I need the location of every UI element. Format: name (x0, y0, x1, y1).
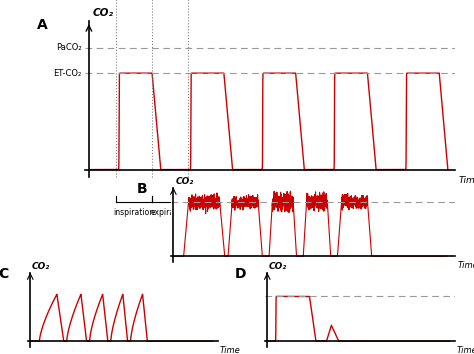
Text: Time: Time (459, 176, 474, 184)
Text: CO₂: CO₂ (269, 262, 287, 271)
Text: ET-CO₂: ET-CO₂ (54, 69, 82, 78)
Text: CO₂: CO₂ (32, 262, 50, 271)
Text: CO₂: CO₂ (92, 8, 113, 18)
Text: expiration: expiration (151, 208, 190, 217)
Text: C: C (0, 267, 9, 281)
Text: B: B (137, 182, 147, 196)
Text: Time: Time (458, 261, 474, 270)
Text: Time: Time (457, 346, 474, 354)
Text: inspiration: inspiration (114, 208, 155, 217)
Text: D: D (235, 267, 246, 281)
Text: Time: Time (220, 346, 241, 354)
Text: A: A (37, 18, 48, 32)
Text: CO₂: CO₂ (176, 177, 194, 186)
Text: PaCO₂: PaCO₂ (56, 44, 82, 52)
